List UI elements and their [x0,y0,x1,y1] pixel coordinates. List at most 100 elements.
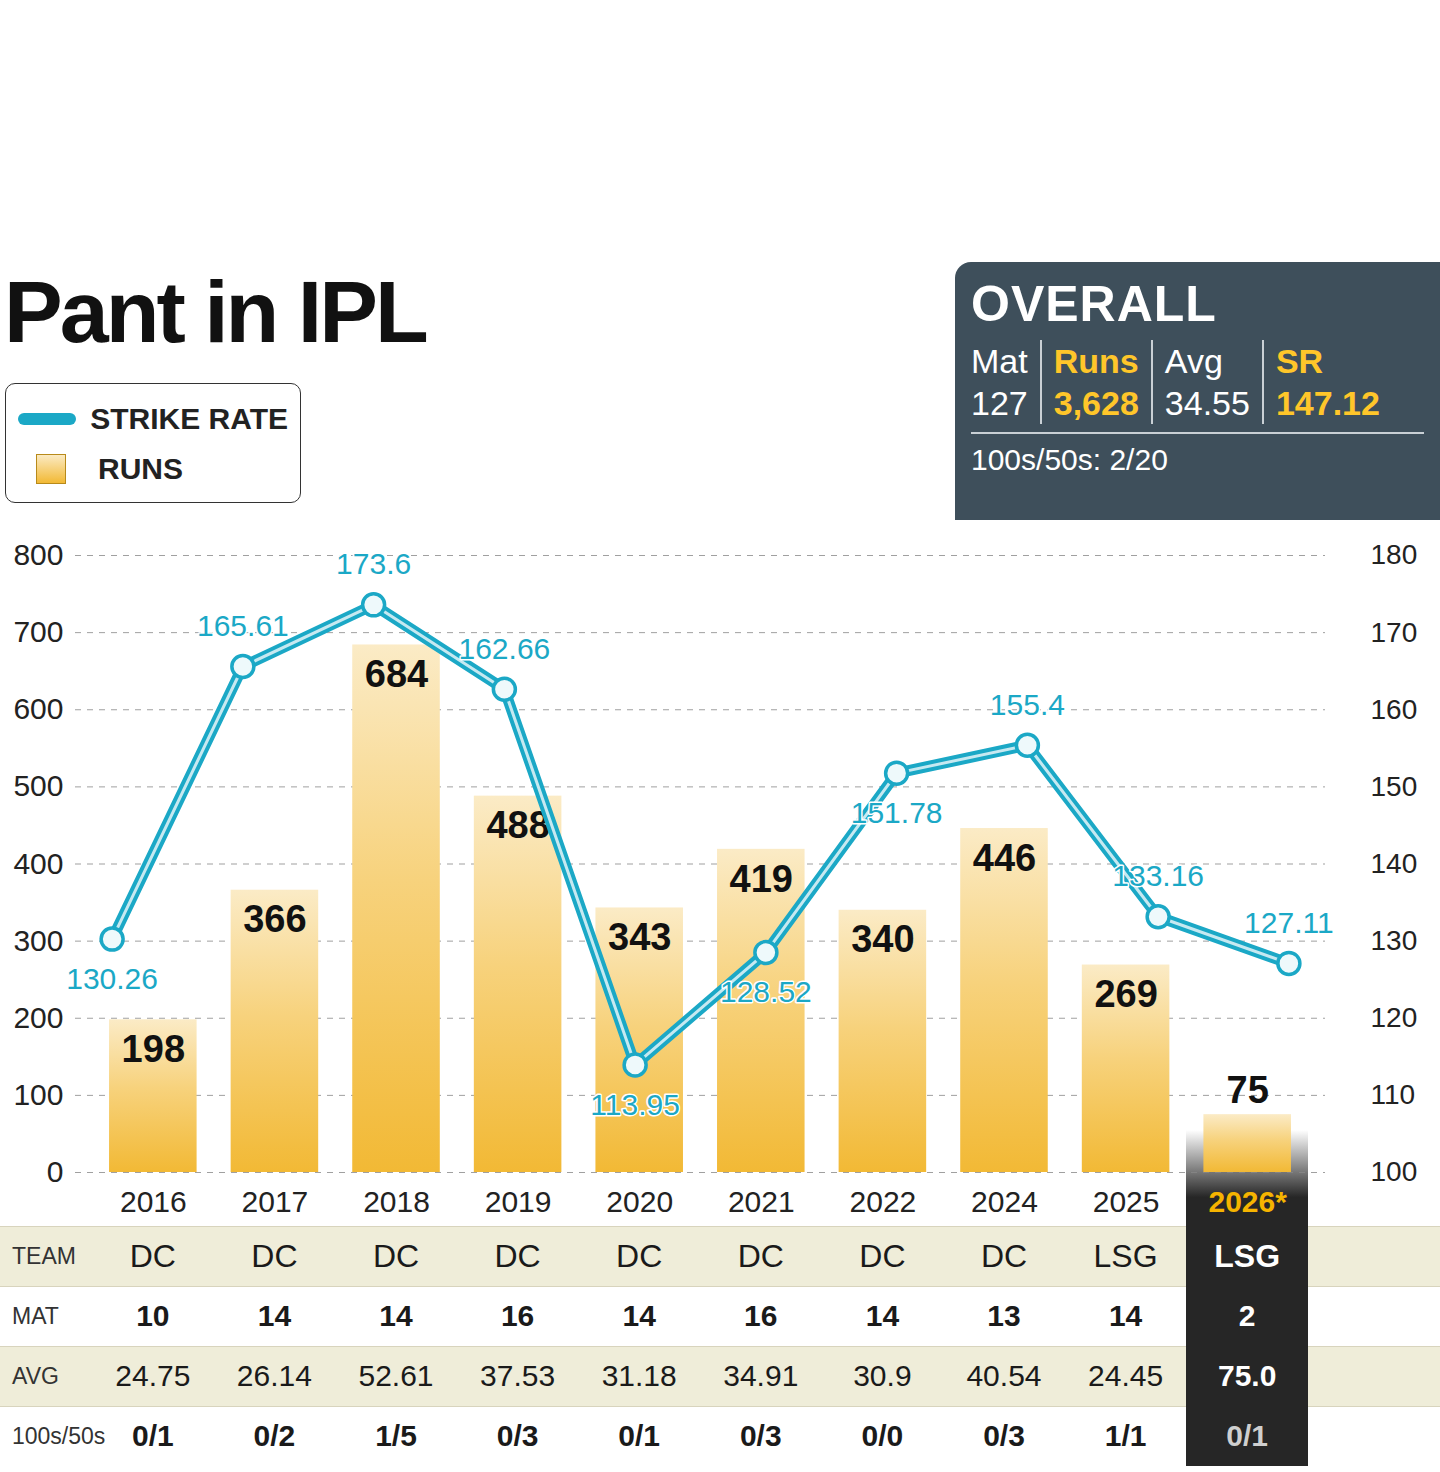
svg-text:162.66: 162.66 [458,632,550,665]
svg-text:165.61: 165.61 [197,609,289,642]
html-text:0/3: 0/3 [496,1419,539,1452]
svg-text:2020: 2020 [606,1185,673,1218]
svg-text:173.6: 173.6 [336,547,411,580]
html-text:RUNS: RUNS [98,452,183,485]
svg-text:700: 700 [13,615,63,648]
svg-text:0: 0 [47,1155,64,1188]
html-text:Mat: Mat [971,342,1028,380]
svg-text:128.52: 128.52 [720,975,812,1008]
html-text:LSG: LSG [1214,1238,1281,1274]
html-text:STRIKE RATE: STRIKE RATE [90,402,288,435]
svg-text:110: 110 [1371,1079,1416,1110]
html-text:31.18: 31.18 [601,1359,677,1392]
svg-text:130: 130 [1371,925,1418,956]
html-text:14: 14 [622,1299,656,1332]
svg-text:100: 100 [13,1078,63,1111]
html-text:0/3: 0/3 [739,1419,782,1452]
svg-text:127.11: 127.11 [1244,906,1334,939]
html-text:DC: DC [372,1238,420,1274]
html-text:34.91: 34.91 [723,1359,799,1392]
html-text:52.61: 52.61 [358,1359,434,1392]
html-text:3,628: 3,628 [1053,384,1139,422]
html-text:10: 10 [136,1299,170,1332]
html-text:DC: DC [251,1238,298,1274]
svg-text:400: 400 [13,847,63,880]
svg-text:500: 500 [13,769,63,802]
html-text:14: 14 [1108,1299,1143,1332]
svg-text:600: 600 [13,692,63,725]
svg-text:155.4: 155.4 [990,688,1065,721]
html-text:LSG: LSG [1093,1238,1158,1274]
html-text:Runs: Runs [1053,342,1139,380]
svg-text:2021: 2021 [728,1185,795,1218]
svg-text:419: 419 [730,858,793,900]
html-text:Avg: Avg [1164,342,1223,380]
html-text:14: 14 [257,1299,292,1332]
html-text:127: 127 [971,384,1028,422]
html-text:Pant in IPL: Pant in IPL [4,262,426,361]
html-text:34.55: 34.55 [1164,384,1250,422]
html-text:1/5: 1/5 [375,1419,417,1452]
html-text:DC: DC [859,1238,906,1274]
html-text:40.54: 40.54 [966,1359,1042,1392]
html-text:14: 14 [379,1299,413,1332]
svg-text:2025: 2025 [1093,1185,1160,1218]
html-text:37.53: 37.53 [480,1359,556,1392]
svg-text:133.16: 133.16 [1112,859,1204,892]
html-text:16: 16 [500,1299,535,1332]
svg-text:2018: 2018 [363,1185,430,1218]
svg-text:180: 180 [1371,539,1418,570]
html-text:DC: DC [494,1238,541,1274]
svg-text:198: 198 [122,1028,185,1070]
html-text:OVERALL: OVERALL [971,276,1217,332]
html-text:26.14: 26.14 [236,1359,312,1392]
html-text:0/0: 0/0 [861,1419,904,1452]
html-text:DC: DC [980,1238,1028,1274]
html-text:0/1: 0/1 [618,1419,660,1452]
svg-text:2022: 2022 [850,1185,917,1218]
svg-text:151.78: 151.78 [851,796,943,829]
svg-text:140: 140 [1371,848,1418,879]
html-text:13: 13 [987,1299,1021,1332]
svg-text:170: 170 [1371,617,1418,648]
html-text:0/2: 0/2 [253,1419,296,1452]
svg-text:366: 366 [243,898,306,940]
svg-text:446: 446 [973,837,1036,879]
svg-text:300: 300 [13,924,63,957]
svg-text:130.26: 130.26 [66,962,158,995]
html-text:0/1: 0/1 [132,1419,174,1452]
svg-text:2017: 2017 [242,1185,309,1218]
svg-text:113.95: 113.95 [590,1088,680,1121]
svg-text:100: 100 [1371,1156,1418,1187]
html-text:24.75: 24.75 [115,1359,191,1392]
svg-text:684: 684 [365,653,428,695]
svg-text:200: 200 [13,1001,63,1034]
svg-text:2026*: 2026* [1208,1185,1287,1218]
svg-text:2024: 2024 [971,1185,1038,1218]
svg-text:343: 343 [608,916,671,958]
html-text:30.9: 30.9 [853,1359,912,1392]
html-text:DC: DC [616,1238,663,1274]
svg-text:160: 160 [1371,694,1418,725]
svg-text:150: 150 [1371,771,1418,802]
html-text:100s/50s: 2/20: 100s/50s: 2/20 [971,443,1168,476]
html-text:DC: DC [129,1238,176,1274]
svg-text:2016: 2016 [120,1185,187,1218]
html-text:DC: DC [737,1238,784,1274]
svg-text:269: 269 [1094,973,1157,1015]
html-text:147.12: 147.12 [1275,384,1380,422]
html-text:0/1: 0/1 [1226,1419,1268,1452]
html-text:SR: SR [1275,342,1324,380]
html-text:14: 14 [865,1299,900,1332]
svg-text:2019: 2019 [485,1185,552,1218]
html-text:0/3: 0/3 [983,1419,1025,1452]
html-text:16: 16 [744,1299,778,1332]
html-text:1/1: 1/1 [1104,1419,1147,1452]
html-text:24.45: 24.45 [1088,1359,1164,1392]
svg-text:75: 75 [1227,1069,1269,1111]
svg-text:488: 488 [486,804,549,846]
html-text:75.0: 75.0 [1218,1359,1277,1392]
svg-text:340: 340 [851,918,914,960]
svg-text:800: 800 [13,538,63,571]
svg-text:120: 120 [1371,1002,1418,1033]
